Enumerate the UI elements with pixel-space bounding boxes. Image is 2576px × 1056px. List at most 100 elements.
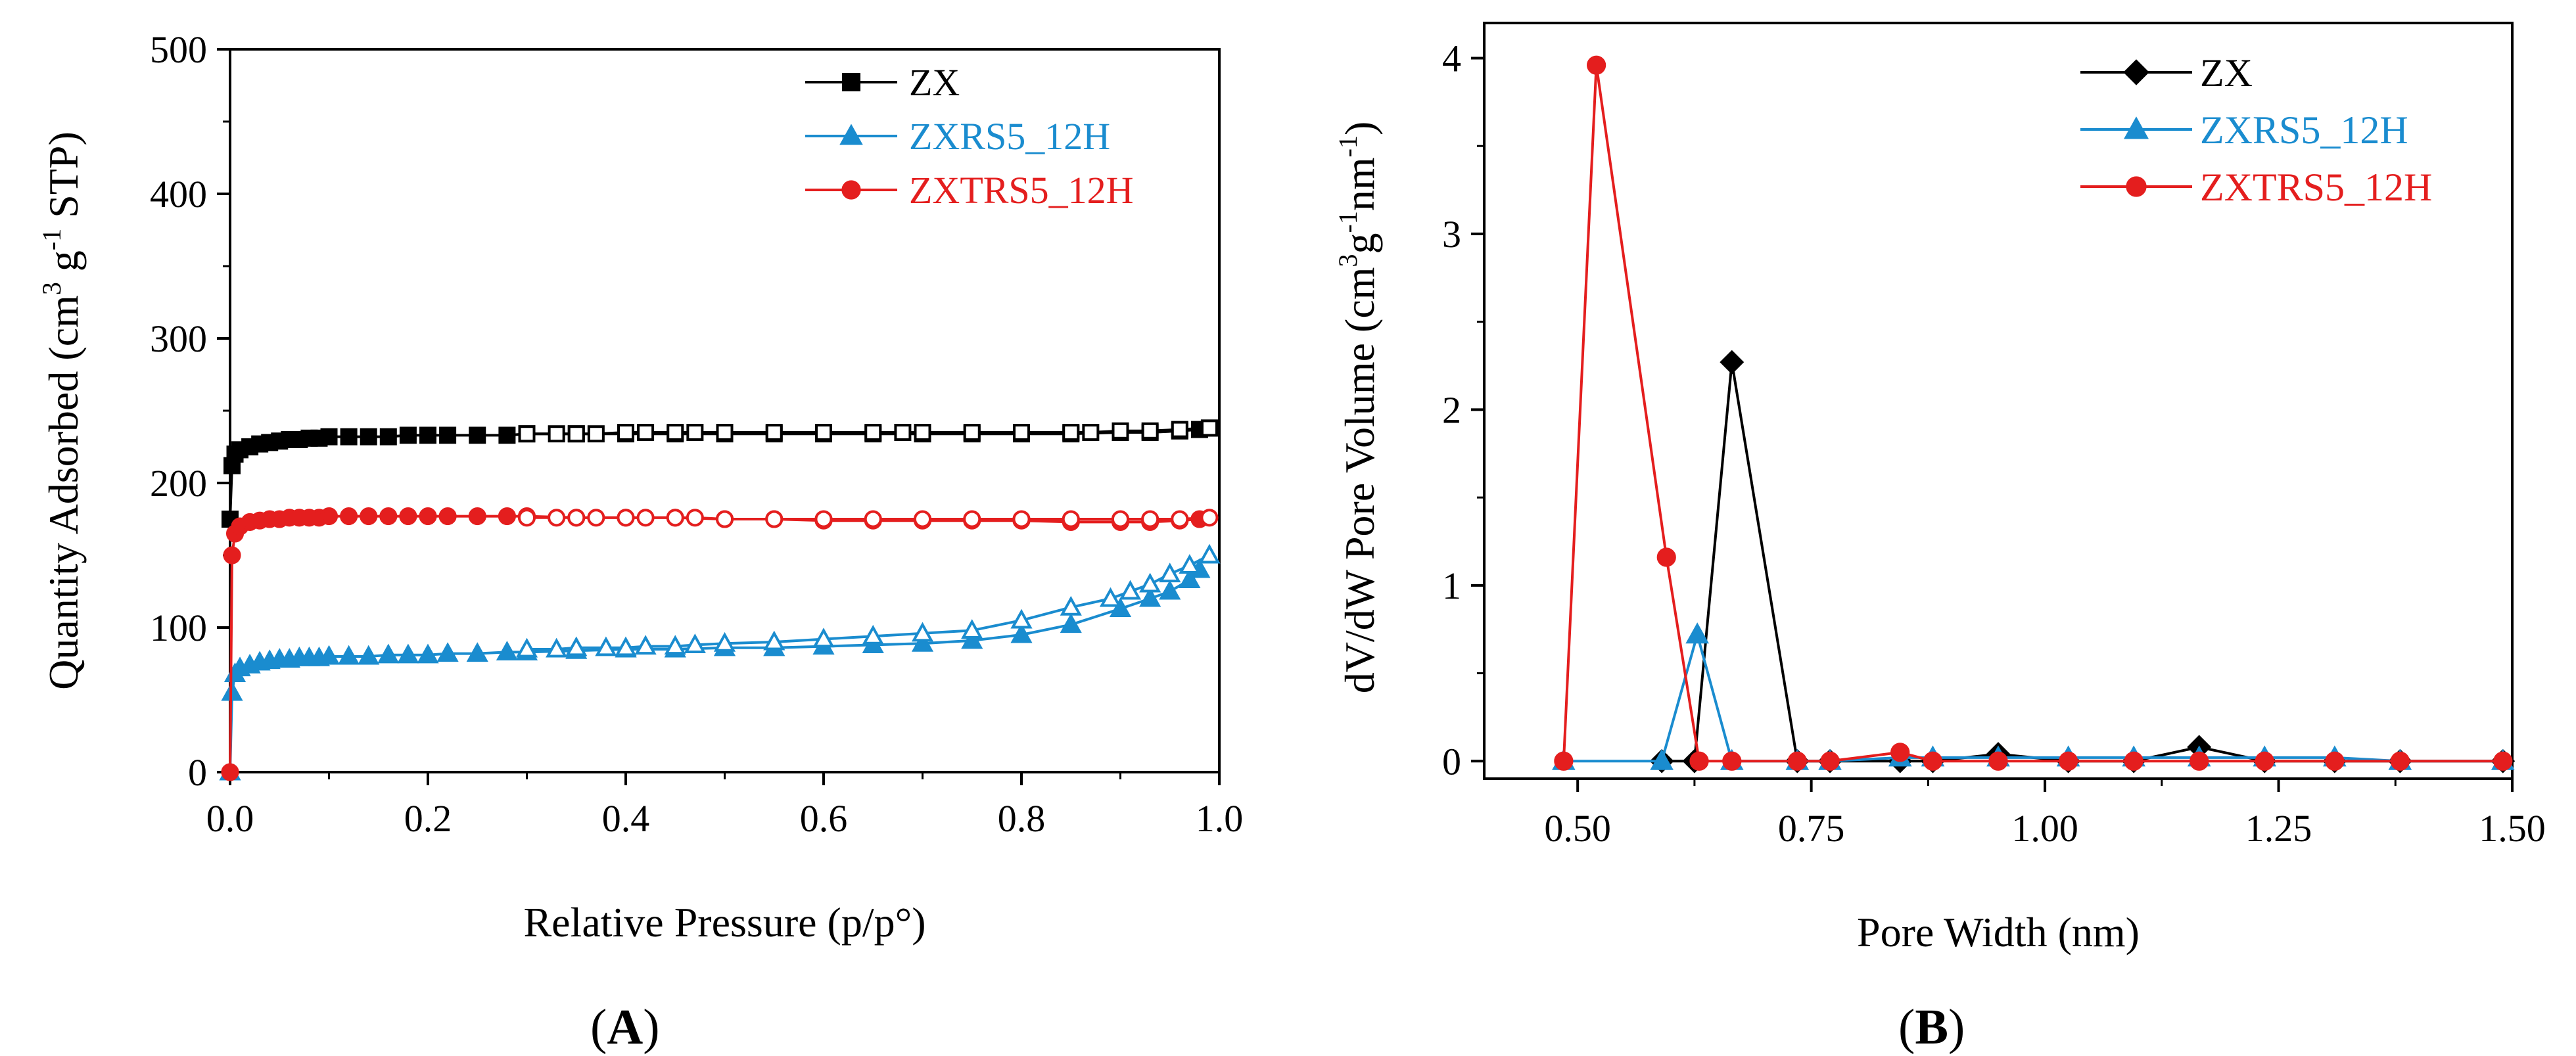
y-tick-label: 3 (1442, 213, 1461, 256)
y-axis-label: dV/dW Pore Volume (cm3g-1nm-1) (1333, 122, 1383, 694)
legend-marker (839, 124, 863, 145)
desorption-point (636, 509, 655, 527)
y-axis-label-sup: 3 (37, 282, 66, 295)
desorption-point (765, 424, 783, 441)
legend-label: ZXTRS5_12H (2200, 166, 2432, 209)
data-point (2255, 751, 2274, 771)
desorption-point (715, 510, 734, 528)
data-point (2124, 751, 2143, 771)
adsorption-point (1159, 580, 1181, 600)
series-zx (1649, 350, 2516, 773)
adsorption-point (399, 507, 417, 526)
desorption-point (686, 424, 704, 441)
panel-label-a: (A) (590, 999, 660, 1056)
x-axis-label: Pore Width (nm) (1857, 909, 2140, 955)
desorption-point (595, 636, 617, 656)
desorption-point (517, 509, 536, 527)
desorption-point (548, 509, 566, 527)
legend-label: ZXRS5_12H (909, 115, 1110, 158)
chart-panel-b: 0.50 0.75 1.00 1.25 1.50 0 1 2 3 4 Pore Width (nm)… (1333, 22, 2546, 955)
legend-label: ZXTRS5_12H (909, 169, 1134, 212)
x-tick-label: 0.6 (800, 797, 848, 840)
y-axis-label-part: nm (1336, 157, 1383, 211)
y-axis-label-sup: -1 (37, 229, 66, 250)
adsorption-point (439, 426, 457, 444)
adsorption-point (221, 763, 239, 781)
y-tick-label: 2 (1442, 388, 1461, 431)
series-zxtrs5-12h (1554, 55, 2513, 771)
adsorption-point (379, 428, 397, 446)
adsorption-point (320, 428, 338, 446)
series-zxrs5-12h (219, 543, 1221, 781)
y-tick-label: 300 (150, 317, 207, 360)
desorption-point (1141, 422, 1159, 440)
desorption-point (567, 425, 585, 443)
x-tick-label: 0.0 (206, 797, 254, 840)
desorption-point (812, 628, 835, 648)
y-tick-label: 500 (150, 28, 207, 71)
legend-label: ZXRS5_12H (2200, 108, 2408, 152)
y-axis-label-part: Quantity Adsorbed (cm (40, 295, 87, 690)
desorption-point (637, 424, 655, 441)
data-point (1820, 751, 1840, 771)
desorption-point (1010, 608, 1033, 629)
desorption-point (1171, 510, 1189, 528)
desorption-point (567, 509, 586, 527)
x-tick-label: 0.4 (602, 797, 650, 840)
adsorption-point (498, 507, 516, 526)
y-axis-label-part: ) (1336, 122, 1383, 135)
desorption-point (548, 425, 565, 443)
data-point (2493, 751, 2513, 771)
y-axis-label-part: dV/dW Pore Volume (cm (1336, 267, 1383, 693)
adsorption-point (360, 507, 378, 526)
desorption-point (684, 633, 706, 653)
adsorption-point (419, 507, 437, 526)
adsorption-point (397, 643, 419, 664)
y-axis-label: Quantity Adsorbed (cm3 g-1 STP) (37, 131, 87, 690)
y-tick-label: 4 (1442, 37, 1461, 80)
panel-label-b-open: ( (1898, 999, 1915, 1055)
data-point (1689, 751, 1709, 771)
data-point (1722, 751, 1742, 771)
legend-marker (841, 180, 861, 200)
desorption-point (587, 509, 605, 527)
desorption-point (686, 509, 704, 527)
desorption-point (664, 635, 686, 655)
desorption-point (1200, 419, 1218, 437)
desorption-point (961, 619, 983, 639)
desorption-point (716, 424, 734, 441)
legend-marker (2124, 116, 2149, 139)
desorption-point (546, 637, 568, 658)
desorption-point (565, 636, 588, 656)
panel-label-b-close: ) (1948, 999, 1965, 1055)
legend-entry: ZX (2080, 51, 2253, 95)
y-axis-label-part: STP) (40, 131, 87, 229)
adsorption-point (436, 642, 459, 662)
x-tick-label: 1.00 (2011, 807, 2078, 850)
legend-entry: ZXTRS5_12H (2080, 166, 2432, 209)
desorption-point (1060, 595, 1082, 616)
adsorption-point (358, 645, 380, 665)
data-point (2325, 751, 2345, 771)
series-zxtrs5-12h (221, 507, 1219, 781)
data-point (1720, 350, 1745, 375)
desorption-point (1141, 510, 1159, 528)
adsorption-point (438, 507, 457, 526)
data-point (1587, 55, 1606, 75)
x-tick-label: 0.50 (1544, 807, 1611, 850)
data-point (1890, 743, 1910, 762)
data-point (1923, 751, 1943, 771)
panel-label-a-close: ) (643, 999, 660, 1055)
adsorption-line (229, 568, 1201, 773)
adsorption-point (911, 631, 934, 652)
data-point (1787, 751, 1807, 771)
desorption-point (1082, 424, 1100, 441)
adsorption-point (399, 426, 417, 444)
legend-label: ZX (2200, 51, 2253, 95)
legend-marker (2123, 59, 2149, 85)
desorption-point (765, 510, 784, 528)
desorption-point (814, 510, 833, 528)
adsorption-point (223, 546, 241, 564)
x-tick-label: 0.75 (1778, 807, 1845, 850)
desorption-point (763, 630, 785, 651)
